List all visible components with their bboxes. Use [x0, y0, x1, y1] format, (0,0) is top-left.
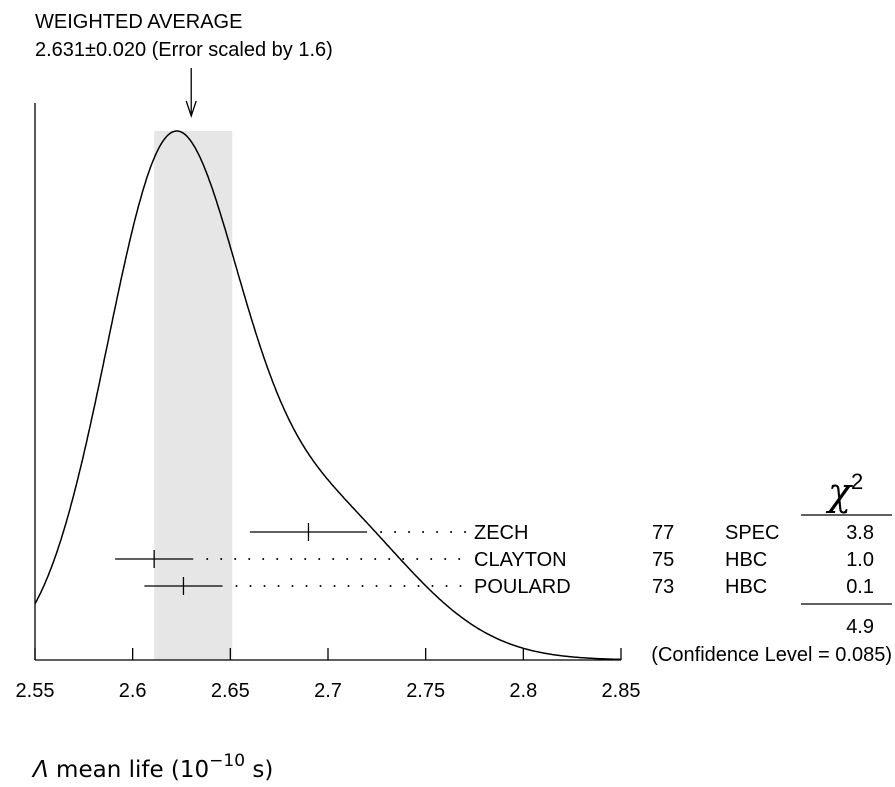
measurement-author: CLAYTON — [474, 549, 567, 571]
leader-dot — [416, 558, 419, 560]
measurement-technique: SPEC — [725, 522, 779, 544]
leader-dot — [276, 558, 279, 560]
measurement-technique: HBC — [725, 549, 767, 571]
measurement-row: POULARD 73 HBC 0.1 — [144, 576, 874, 598]
leader-dot — [206, 558, 209, 560]
leader-dot — [394, 531, 397, 533]
leader-dot — [388, 558, 391, 560]
weighted-average-title: WEIGHTED AVERAGE — [35, 11, 242, 33]
leader-dot — [402, 558, 405, 560]
leader-dot — [417, 585, 420, 587]
x-tick-label: 2.6 — [119, 680, 147, 702]
confidence-level: (Confidence Level = 0.085) — [651, 644, 892, 666]
chi2-total: 4.9 — [846, 616, 874, 638]
x-tick-label: 2.85 — [602, 680, 641, 702]
measurement-chi2: 3.8 — [846, 522, 874, 544]
x-tick-label: 2.7 — [314, 680, 342, 702]
leader-dot — [431, 585, 434, 587]
leader-dot — [333, 585, 336, 587]
x-ticks: 2.55 2.6 2.65 2.7 2.75 2.8 2.85 — [16, 648, 641, 702]
measurements: ZECH 77 SPEC 3.8 CLAYTON 75 HBC 1.0 POULARD 73 HBC… — [115, 522, 874, 598]
x-tick-label: 2.55 — [16, 680, 55, 702]
leader-dot — [445, 585, 448, 587]
leader-dot — [318, 558, 321, 560]
leader-dot — [220, 558, 223, 560]
leader-dot — [346, 558, 349, 560]
leader-dot — [263, 585, 266, 587]
leader-dot — [375, 585, 378, 587]
measurement-row: ZECH 77 SPEC 3.8 — [249, 522, 874, 544]
measurement-author: POULARD — [474, 576, 571, 598]
leader-dot — [347, 585, 350, 587]
leader-dot — [277, 585, 280, 587]
leader-dot — [290, 558, 293, 560]
measurement-technique: HBC — [725, 576, 767, 598]
x-tick-label: 2.8 — [509, 680, 537, 702]
x-tick-label: 2.65 — [211, 680, 250, 702]
leader-dot — [304, 558, 307, 560]
leader-dot — [332, 558, 335, 560]
leader-dot — [249, 585, 252, 587]
measurement-row: CLAYTON 75 HBC 1.0 — [115, 549, 874, 571]
leader-dot — [235, 585, 238, 587]
leader-dot — [361, 585, 364, 587]
leader-dot — [458, 558, 461, 560]
weighted-average-value: 2.631±0.020 (Error scaled by 1.6) — [35, 39, 333, 61]
measurement-year: 75 — [652, 549, 674, 571]
lambda-symbol: Λ — [31, 757, 49, 783]
leader-dot — [291, 585, 294, 587]
x-tick-label: 2.75 — [406, 680, 445, 702]
leader-dot — [389, 585, 392, 587]
leader-dot — [319, 585, 322, 587]
leader-dot — [464, 531, 467, 533]
leader-dot — [234, 558, 237, 560]
leader-dot — [459, 585, 462, 587]
weighted-average-band — [154, 131, 233, 660]
measurement-chi2: 0.1 — [846, 576, 874, 598]
leader-dot — [436, 531, 439, 533]
leader-dot — [380, 531, 383, 533]
measurement-chi2: 1.0 — [846, 549, 874, 571]
leader-dot — [444, 558, 447, 560]
leader-dot — [262, 558, 265, 560]
leader-dot — [305, 585, 308, 587]
leader-dot — [430, 558, 433, 560]
leader-dot — [248, 558, 251, 560]
leader-dot — [360, 558, 363, 560]
weighted-average-arrow-icon — [185, 68, 197, 119]
measurement-year: 77 — [652, 522, 674, 544]
leader-dot — [403, 585, 406, 587]
measurement-year: 73 — [652, 576, 674, 598]
x-axis-label: Λ mean life (10−10 s) — [31, 751, 273, 783]
chi2-header: χ2 — [825, 469, 863, 514]
leader-dot — [450, 531, 453, 533]
leader-dot — [408, 531, 411, 533]
measurement-author: ZECH — [474, 522, 528, 544]
leader-dot — [374, 558, 377, 560]
leader-dot — [422, 531, 425, 533]
